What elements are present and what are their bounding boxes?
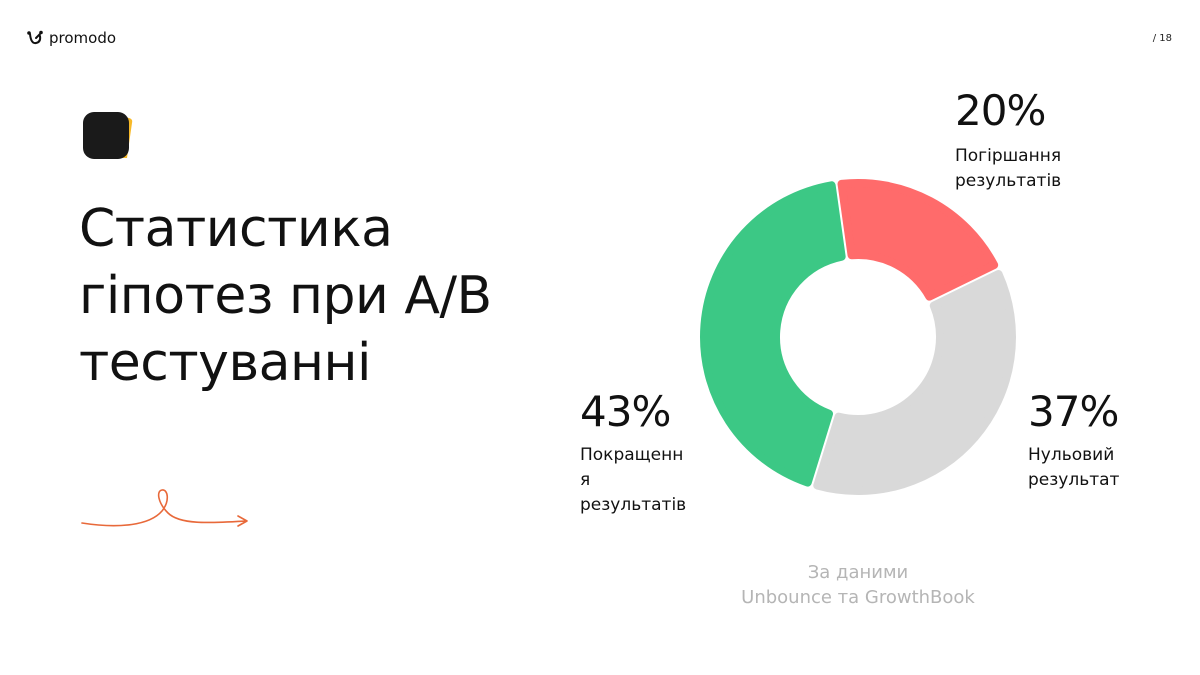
- app-tile-icon: [83, 112, 133, 159]
- label-line: результатів: [580, 495, 687, 515]
- source-line: За даними: [807, 562, 909, 583]
- value-label-neutral: 37%: [1028, 387, 1119, 436]
- value-label-worse: 20%: [955, 86, 1046, 135]
- category-label-worse: Погіршання результатів: [955, 144, 1061, 194]
- promodo-logo-icon: [27, 30, 43, 45]
- arrow-squiggle-icon: [81, 489, 248, 527]
- title-line: гіпотез при A/B: [79, 266, 492, 326]
- label-line: результатів: [955, 171, 1062, 191]
- source-line: Unbounce та GrowthBook: [741, 587, 975, 608]
- value-label-better: 43%: [580, 387, 671, 436]
- page-number: / 18: [1152, 33, 1172, 44]
- slide-title: Статистика гіпотез при A/B тестуванні: [79, 196, 492, 397]
- segment-neutral: [813, 270, 1016, 495]
- label-line: Нульовий: [1028, 445, 1115, 465]
- category-label-better: Покращенн я результатів: [580, 443, 686, 518]
- label-line: Покращенн: [580, 445, 684, 465]
- label-line: результат: [1028, 470, 1120, 490]
- label-line: я: [580, 470, 591, 490]
- segment-worse: [837, 179, 999, 301]
- source-note: За даними Unbounce та GrowthBook: [720, 560, 996, 610]
- label-line: Погіршання: [955, 146, 1062, 166]
- title-line: Статистика: [79, 199, 393, 259]
- category-label-neutral: Нульовий результат: [1028, 443, 1119, 493]
- brand-name: promodo: [49, 29, 117, 47]
- brand-logo: promodo: [27, 29, 116, 47]
- title-line: тестуванні: [79, 333, 371, 393]
- segment-better: [700, 181, 846, 487]
